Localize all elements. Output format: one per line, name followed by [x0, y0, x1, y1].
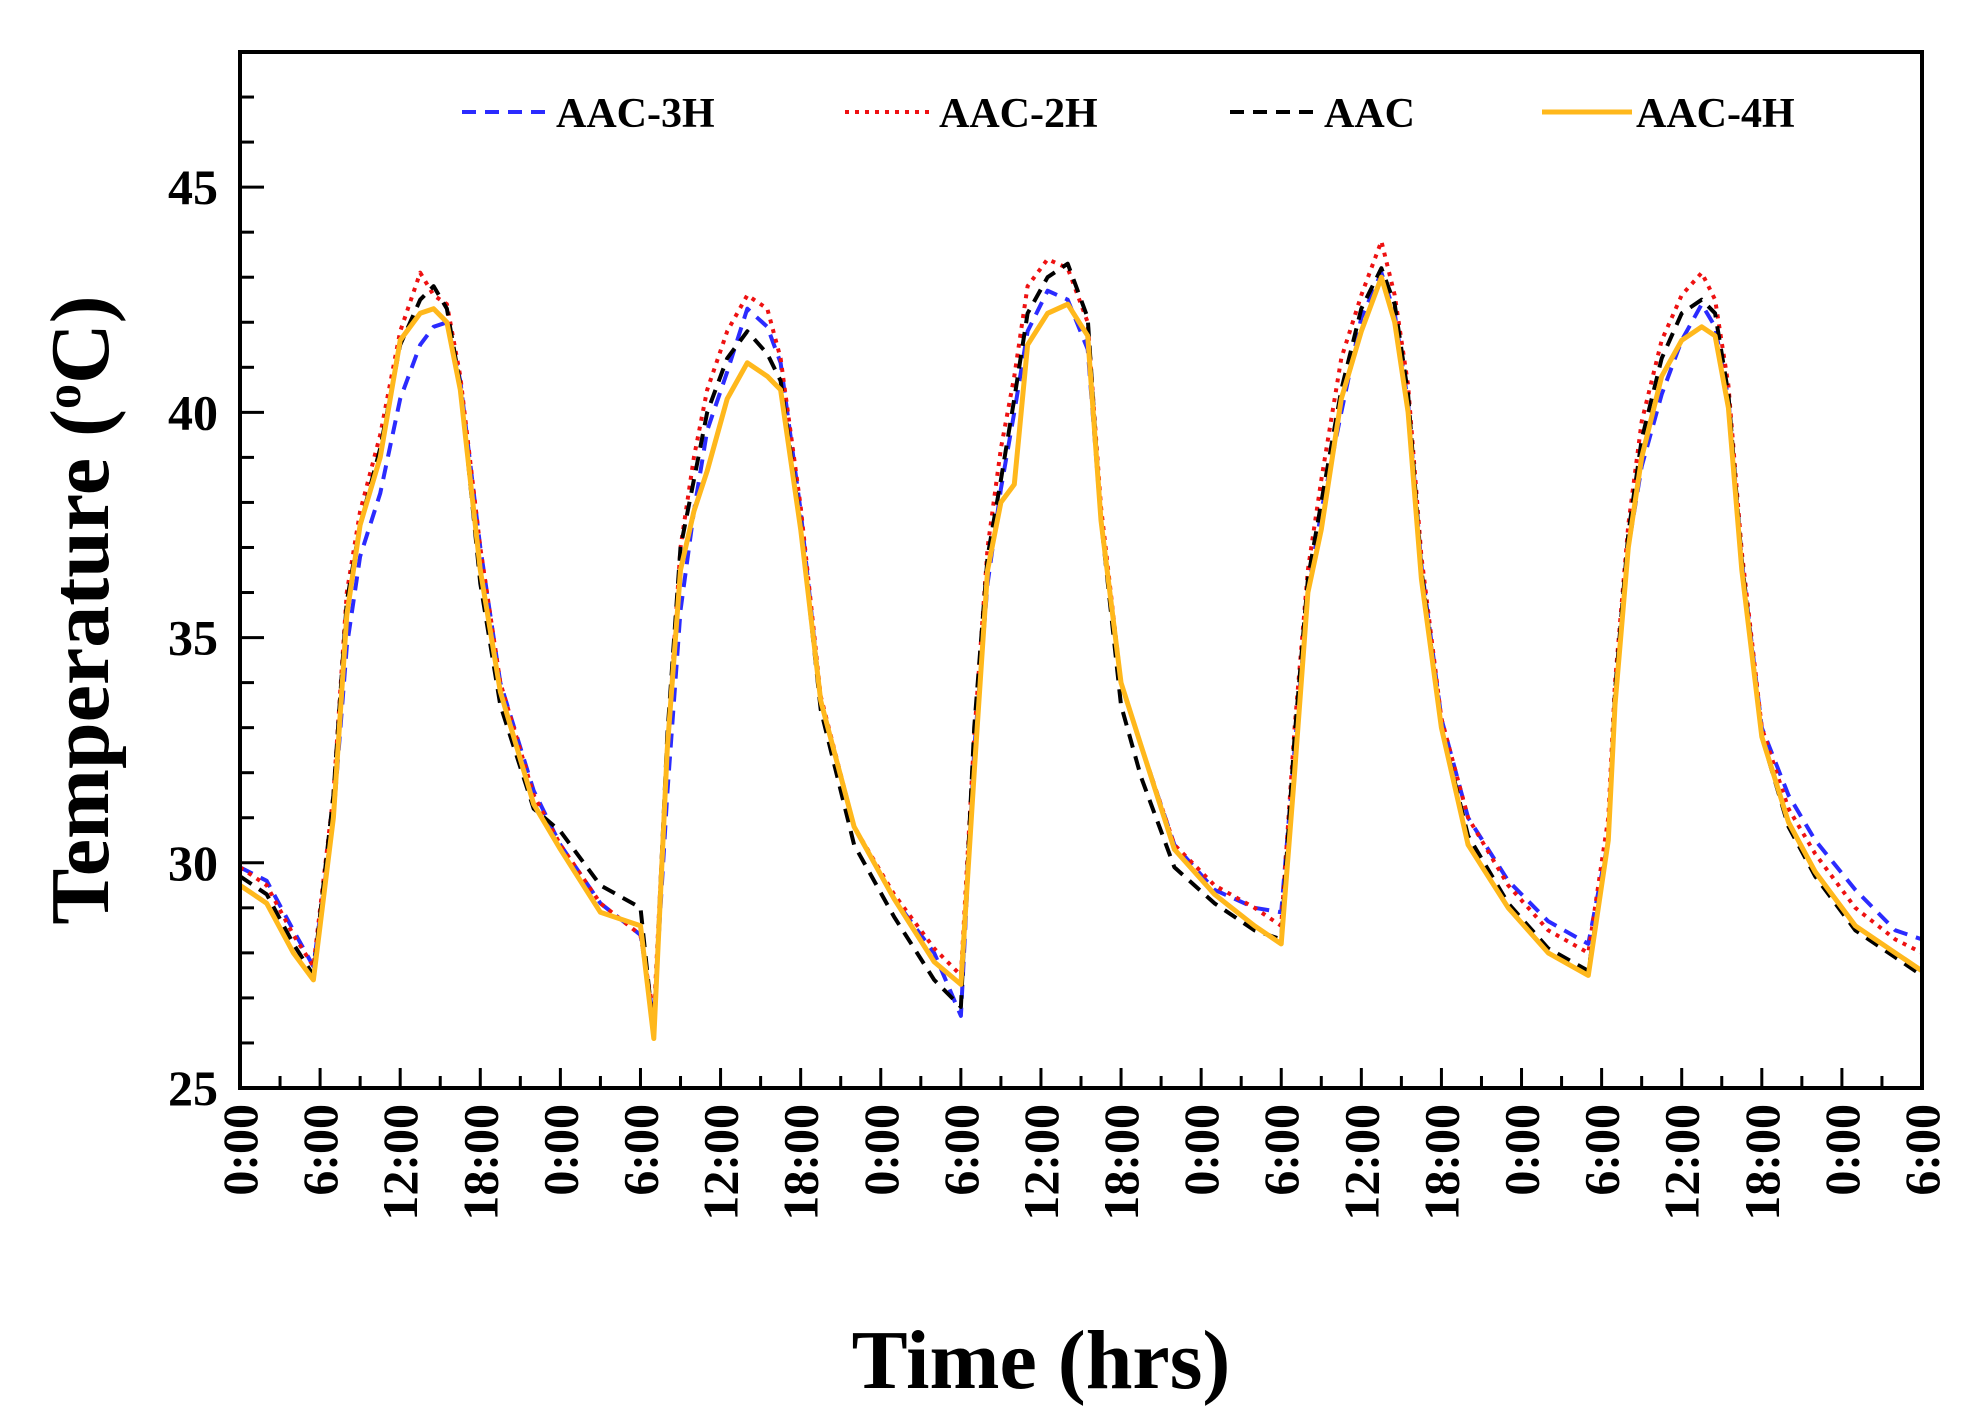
- y-tick-label: 35: [168, 610, 218, 666]
- x-tick-label: 6:00: [612, 1104, 668, 1196]
- x-tick-label: 0:00: [212, 1104, 268, 1196]
- legend: AAC-3H AAC-2H AAC AAC-4H: [462, 91, 1795, 137]
- y-axis-title-degree: o: [35, 384, 91, 409]
- x-tick-label: 12:00: [1333, 1104, 1389, 1221]
- x-tick-label: 12:00: [1013, 1104, 1069, 1221]
- x-tick-label: 12:00: [1654, 1104, 1710, 1221]
- x-tick-label: 0:00: [532, 1104, 588, 1196]
- y-axis-title-unit: C): [34, 295, 127, 384]
- x-tick-label: 6:00: [1894, 1104, 1950, 1196]
- y-axis: 25 30 35 40 45: [168, 50, 264, 1116]
- x-tick-label: 0:00: [1814, 1104, 1870, 1196]
- y-tick-label: 45: [168, 159, 218, 215]
- x-tick-label: 18:00: [773, 1104, 829, 1221]
- legend-label-aac-4h: AAC-4H: [1636, 91, 1795, 137]
- legend-label-aac-2h: AAC-2H: [939, 91, 1098, 137]
- x-tick-label: 18:00: [1413, 1104, 1469, 1221]
- x-tick-label: 6:00: [1253, 1104, 1309, 1196]
- x-tick-label: 6:00: [1574, 1104, 1630, 1196]
- x-tick-label: 18:00: [1093, 1104, 1149, 1221]
- y-tick-label: 25: [168, 1060, 218, 1116]
- y-tick-label: 40: [168, 384, 218, 440]
- y-axis-title-main: Temperature (: [34, 409, 127, 925]
- x-tick-label: 12:00: [372, 1104, 428, 1221]
- series-layer: [238, 239, 1924, 1041]
- legend-label-aac-3h: AAC-3H: [556, 91, 715, 137]
- x-tick-label: 18:00: [1734, 1104, 1790, 1221]
- x-tick-label: 6:00: [933, 1104, 989, 1196]
- x-axis-title: Time (hrs): [852, 1314, 1231, 1407]
- x-tick-label: 0:00: [1173, 1104, 1229, 1196]
- x-tick-label: 12:00: [693, 1104, 749, 1221]
- y-tick-label: 30: [168, 835, 218, 891]
- y-axis-title: Temperature (oC): [34, 295, 127, 924]
- x-axis: 0:00 6:00 12:00 18:00 0:00 6:00 12:00 18:00 0:00…: [212, 1068, 1950, 1221]
- legend-label-aac: AAC: [1324, 91, 1415, 137]
- series-line-aac-4h: [238, 274, 1924, 1041]
- x-tick-label: 0:00: [1494, 1104, 1550, 1196]
- x-tick-label: 0:00: [853, 1104, 909, 1196]
- x-tick-label: 18:00: [452, 1104, 508, 1221]
- x-tick-label: 6:00: [292, 1104, 348, 1196]
